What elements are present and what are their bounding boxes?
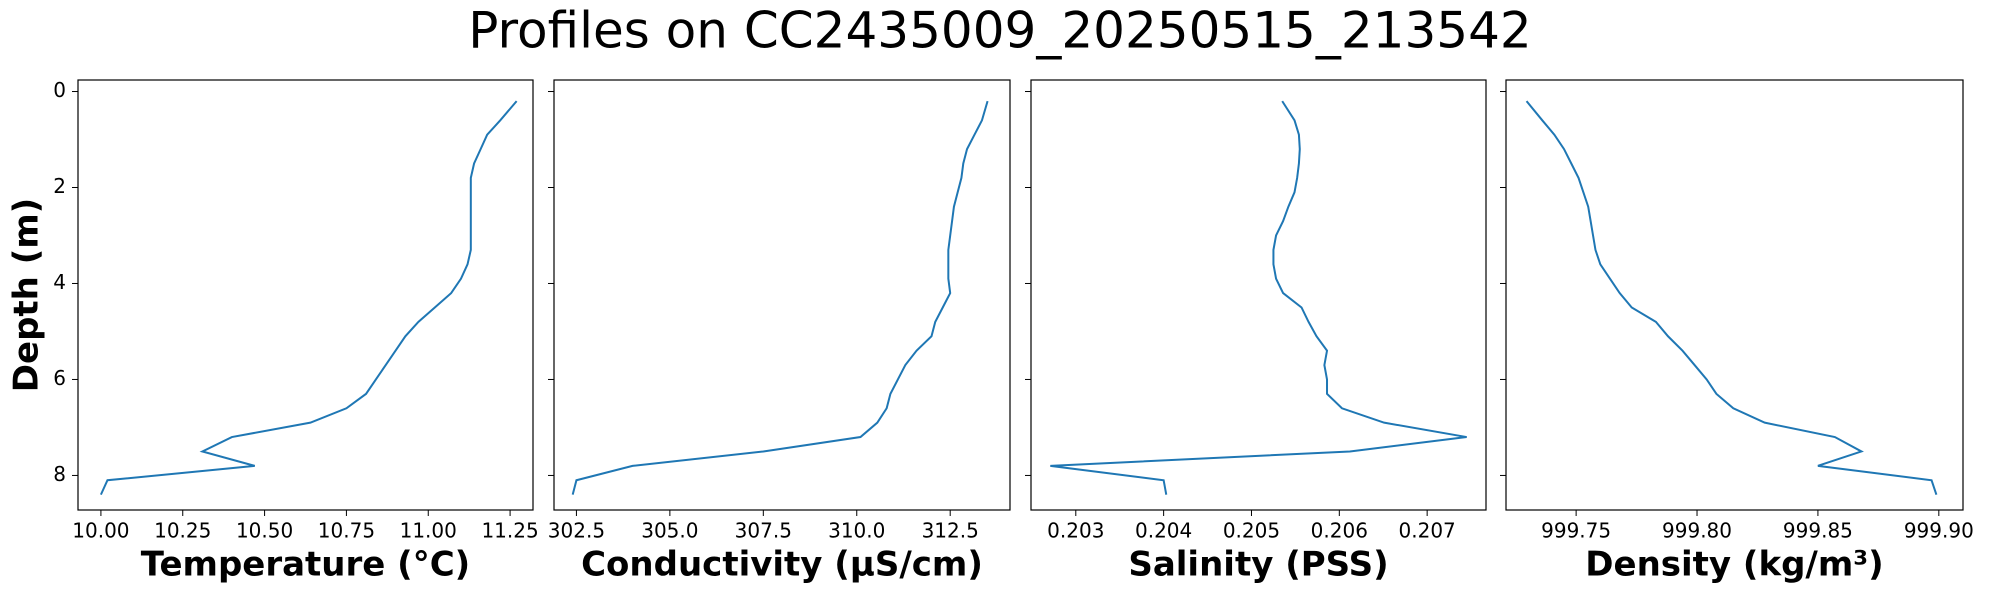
y-axis-label: Depth (m) [7,198,47,392]
y-tick-label: 4 [53,270,66,294]
x-tick-label: 10.50 [236,519,293,543]
x-tick-label: 11.25 [481,519,538,543]
y-tick-label: 2 [53,174,66,198]
x-tick-label: 10.00 [72,519,129,543]
figure-title: Profiles on CC2435009_20250515_213542 [468,2,1531,60]
profile-line [571,100,989,495]
plot-frame [1505,79,1964,511]
plot-frame [77,79,534,511]
x-tick-label: 11.00 [400,519,457,543]
x-tick-label: 302.5 [548,519,605,543]
x-axis-label: Conductivity (µS/cm) [581,545,983,585]
x-tick-label: 0.206 [1311,519,1368,543]
x-tick-label: 10.75 [318,519,375,543]
x-tick-label: 0.204 [1135,519,1192,543]
plot-frame [1030,79,1487,511]
x-tick-label: 999.90 [1904,519,1974,543]
y-tick-label: 8 [53,462,66,486]
x-tick-label: 999.85 [1783,519,1853,543]
x-tick-label: 999.80 [1662,519,1732,543]
profile-line [1525,100,1938,495]
x-tick-label: 307.5 [735,519,792,543]
x-tick-label: 310.0 [828,519,885,543]
x-axis-label: Salinity (PSS) [1128,545,1388,585]
profile-line [1050,100,1467,495]
x-tick-label: 305.0 [641,519,698,543]
plot-frame [553,79,1011,511]
x-axis-label: Temperature (°C) [141,545,470,585]
x-tick-label: 0.207 [1399,519,1456,543]
x-tick-label: 10.25 [154,519,211,543]
profile-line [99,100,518,496]
x-tick-label: 999.75 [1541,519,1611,543]
x-axis-label: Density (kg/m³) [1585,545,1883,585]
x-tick-label: 0.205 [1223,519,1280,543]
y-tick-label: 0 [53,78,66,102]
x-tick-label: 0.203 [1047,519,1104,543]
x-tick-label: 312.5 [922,519,979,543]
y-tick-label: 6 [53,366,66,390]
